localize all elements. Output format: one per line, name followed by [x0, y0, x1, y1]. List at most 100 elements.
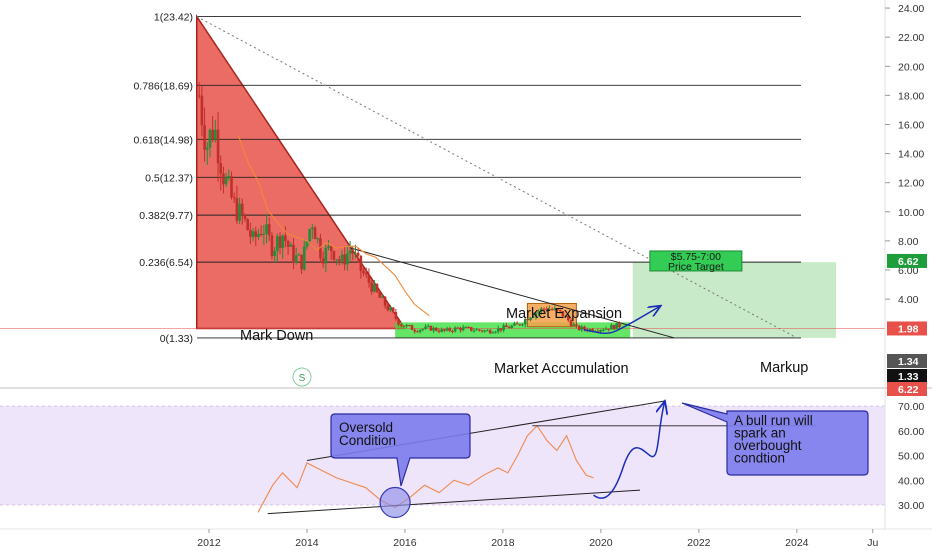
candle-body	[278, 236, 282, 248]
candle-body	[205, 147, 209, 150]
candle-body	[523, 319, 527, 325]
candle-body	[378, 291, 382, 298]
candle-body	[588, 329, 592, 331]
market-expansion-label: Market Expansion	[506, 306, 622, 322]
candle-body	[440, 329, 443, 332]
candle-body	[542, 308, 546, 310]
fib-label: 0.5(12.37)	[145, 172, 193, 184]
candle-body	[386, 305, 390, 311]
candle-body	[561, 310, 565, 317]
candle-body	[577, 325, 581, 330]
candle-body	[488, 330, 492, 334]
oversold-callout	[330, 413, 471, 487]
y-tick-label: 12.00	[898, 178, 924, 190]
x-axis: 2012 2014 2016 2018 2020 2022 2024 Ju	[197, 529, 878, 549]
candle-body	[383, 296, 387, 306]
rsi-tick-label: 30.00	[898, 500, 924, 512]
x-tick-label: Ju	[867, 537, 878, 549]
candle-body	[610, 325, 613, 330]
candle-body	[478, 329, 481, 331]
candle-body	[459, 327, 462, 331]
x-tick-label: 2020	[589, 537, 613, 549]
fib-label: 0(1.33)	[160, 333, 193, 345]
price-badge	[887, 253, 927, 268]
callout-line: overbought	[734, 438, 802, 453]
candle-body	[211, 129, 214, 140]
markup-zone	[632, 262, 837, 338]
price-badge	[887, 382, 927, 396]
x-tick-label: 2014	[295, 537, 319, 549]
candle-body	[502, 325, 505, 331]
x-tick-label: 2018	[491, 537, 515, 549]
candle-body	[408, 325, 411, 327]
candle-body	[243, 215, 247, 220]
markup-label: Markup	[760, 360, 808, 376]
candle-body	[262, 233, 266, 235]
candle-body	[480, 330, 484, 332]
candle-body	[426, 325, 430, 327]
rsi-line	[257, 424, 594, 513]
candle-body	[602, 329, 605, 331]
candle-body	[548, 309, 551, 311]
callout-line: spark an	[734, 426, 786, 441]
x-tick-label: 2022	[687, 537, 711, 549]
candle-body	[351, 250, 355, 254]
candle-body	[432, 327, 435, 331]
candle-body	[276, 236, 279, 251]
candle-body	[569, 320, 573, 326]
candle-body	[311, 227, 314, 230]
rsi-projection-arrow	[593, 402, 665, 499]
candle-body	[373, 284, 376, 292]
y-tick-label: 4.00	[898, 294, 919, 306]
candle-body	[416, 331, 419, 333]
candle-body	[337, 259, 341, 261]
candle-body	[321, 258, 325, 264]
candle-body	[437, 330, 441, 332]
candle-body	[216, 129, 220, 164]
candle-body	[421, 328, 425, 330]
candle-body	[410, 325, 414, 330]
candle-body	[510, 325, 514, 329]
candle-body	[208, 129, 212, 148]
candle-body	[246, 219, 249, 231]
candle-body	[335, 259, 338, 261]
y-axis: 4.00 6.00 8.00 10.00 12.00 14.00 16.00 18.00 20.…	[885, 3, 924, 306]
y-tick-label: 10.00	[898, 207, 924, 219]
candle-body	[429, 325, 433, 331]
candle-body	[354, 252, 357, 254]
candle-body	[615, 323, 619, 330]
candle-body	[483, 330, 487, 332]
candle-body	[399, 324, 403, 326]
candle-body	[389, 307, 392, 311]
candle-body	[257, 233, 260, 237]
candle-body	[254, 231, 258, 237]
candle-body	[340, 254, 344, 261]
price-badge-label: 1.34	[898, 356, 919, 368]
candle-body	[284, 235, 287, 242]
candle-body	[534, 312, 538, 317]
candle-body	[513, 323, 516, 326]
candle-body	[451, 330, 454, 332]
rsi-tick-label: 60.00	[898, 426, 924, 438]
candle-body	[200, 95, 204, 126]
candle-body	[313, 227, 317, 240]
candle-body	[486, 330, 489, 332]
bull-run-callout-text: A bull run will spark an overbought condtio…	[734, 413, 813, 466]
callout-line: Oversold	[339, 420, 393, 435]
candle-body	[297, 254, 301, 256]
candle-body	[445, 328, 449, 331]
callout-line: condtion	[734, 451, 785, 466]
candle-body	[324, 247, 328, 264]
candle-body	[267, 224, 271, 236]
candle-body	[537, 311, 540, 313]
candle-body	[575, 324, 578, 326]
candle-body	[265, 224, 268, 234]
candle-body	[230, 176, 233, 198]
candle-body	[238, 203, 241, 221]
candle-body	[308, 229, 311, 242]
candle-body	[292, 244, 295, 263]
candle-body	[418, 329, 422, 332]
y-tick-label: 20.00	[898, 61, 924, 73]
price-badges: 6.62 1.98 1.34 1.336.22	[887, 253, 927, 396]
candle-body	[496, 328, 500, 332]
